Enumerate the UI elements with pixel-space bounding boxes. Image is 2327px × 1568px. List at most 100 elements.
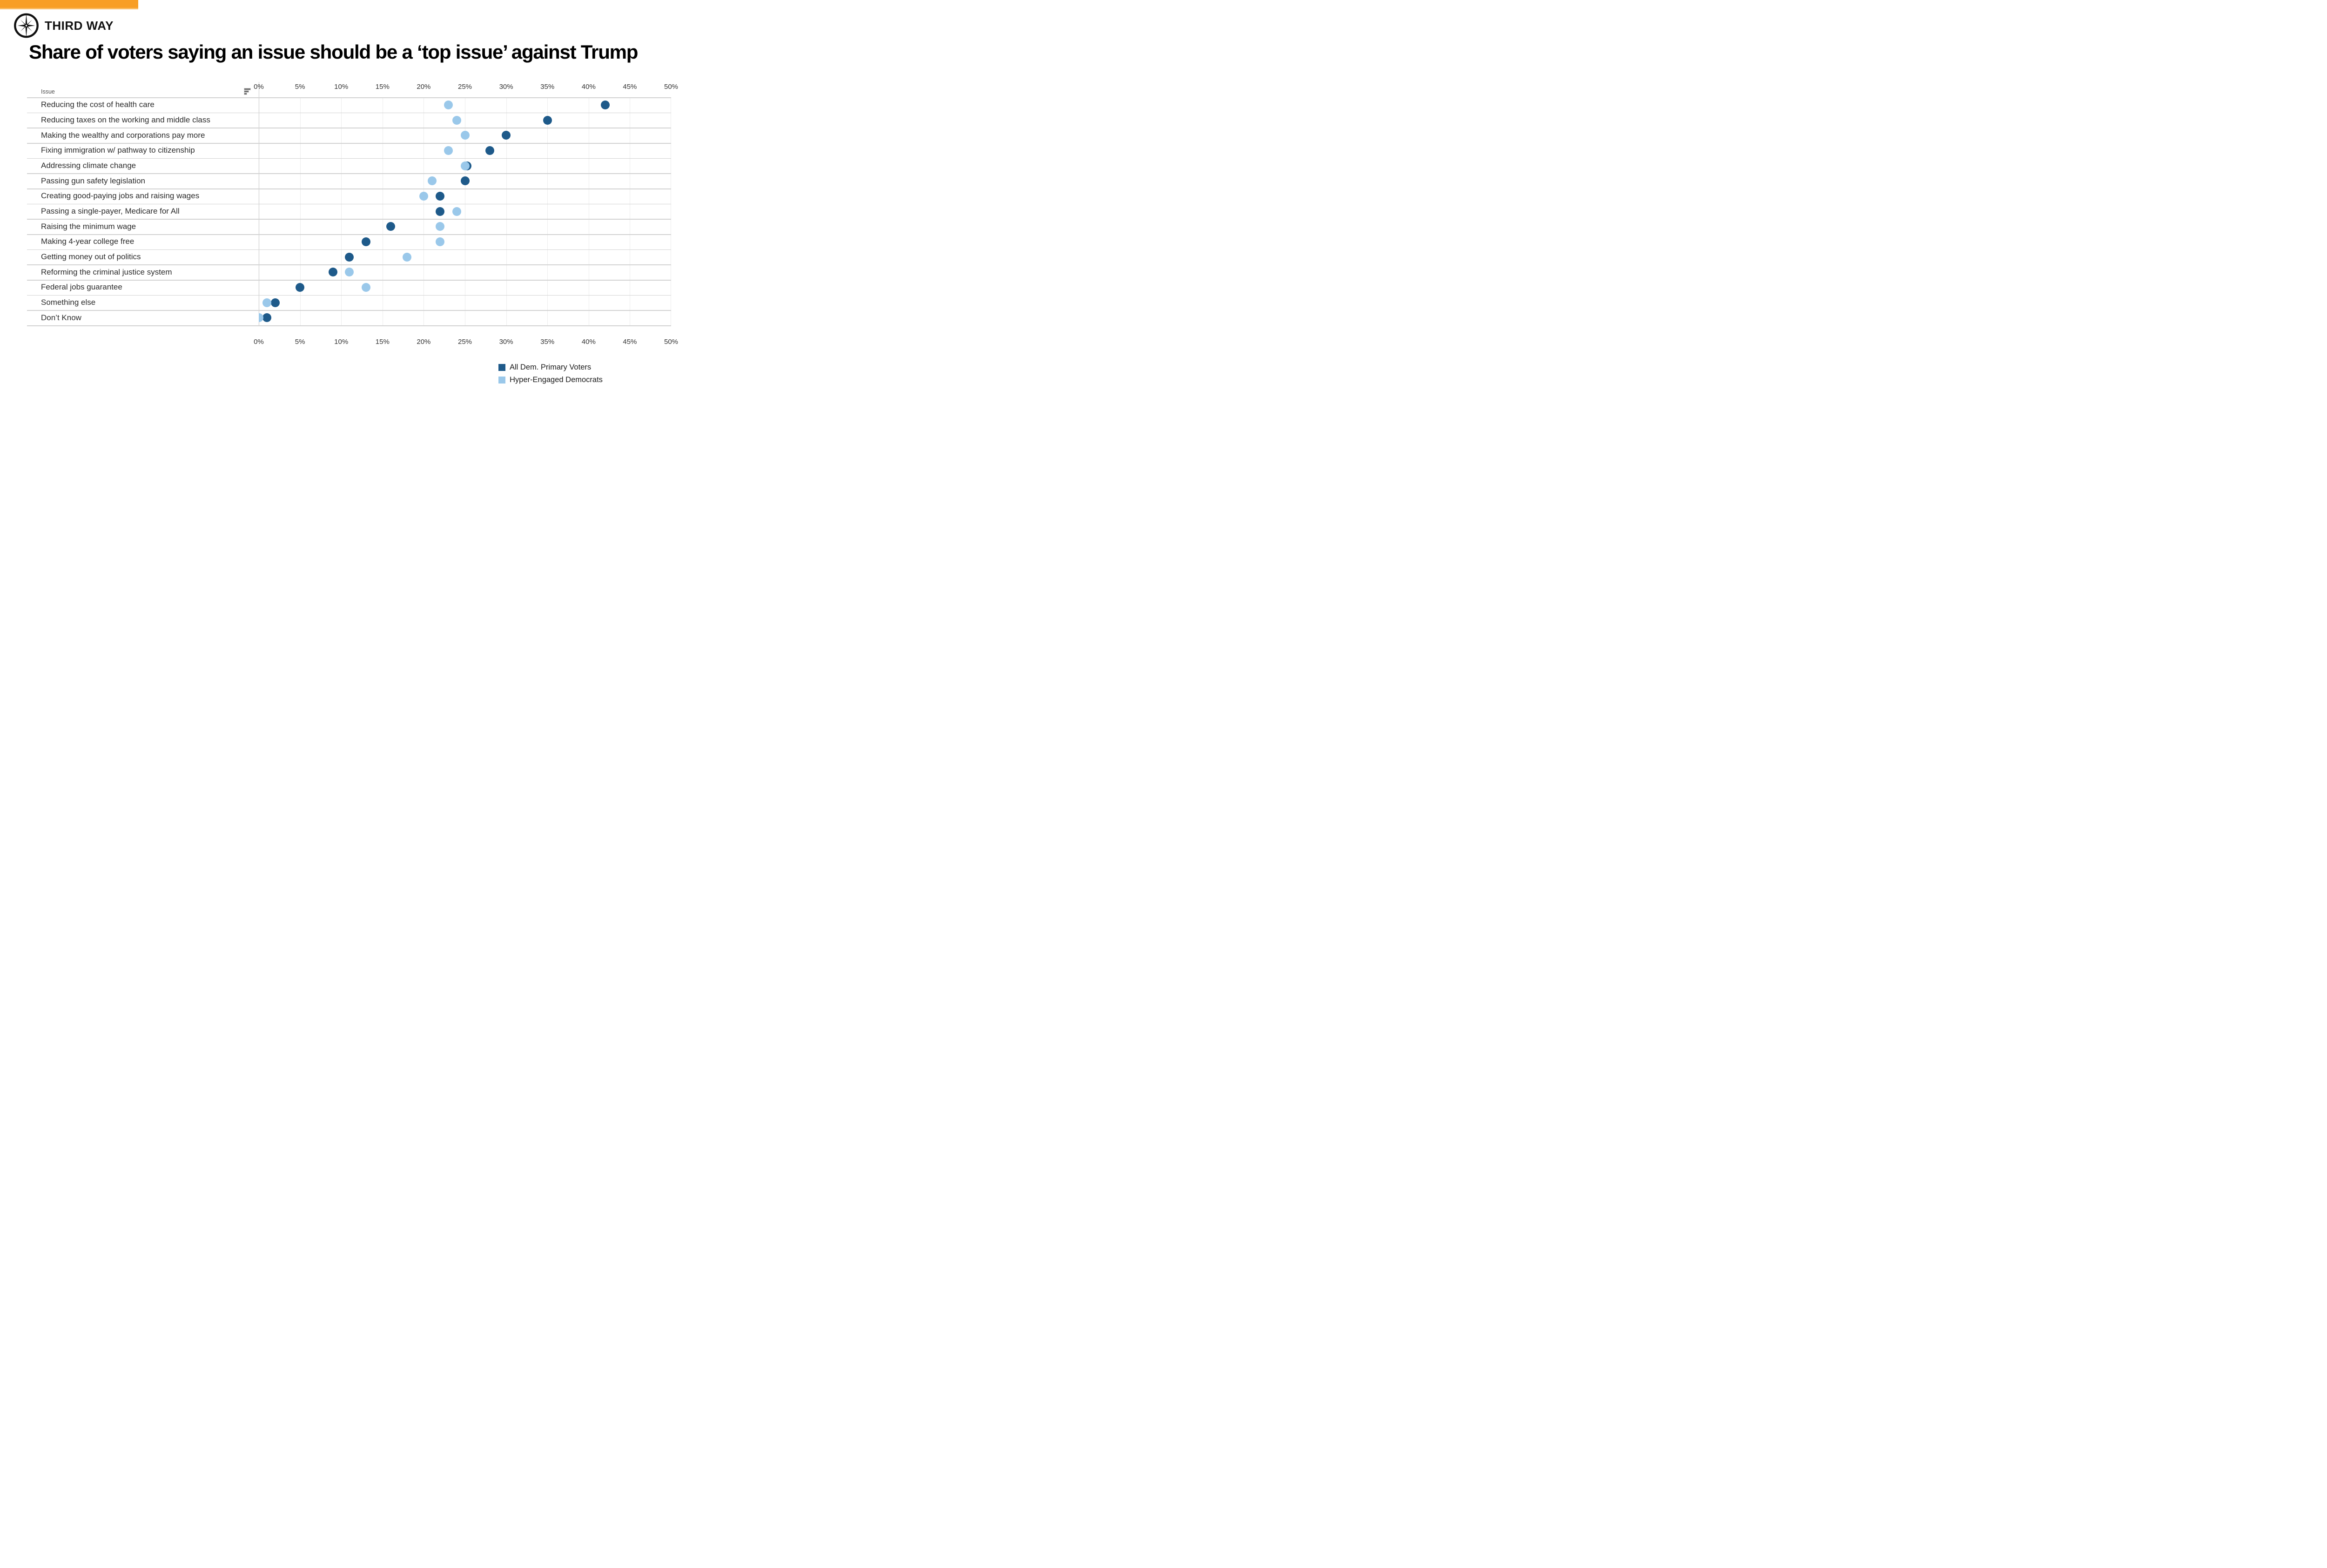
axis-tick-bottom: 25%	[457, 338, 472, 346]
axis-tick-bottom: 50%	[664, 338, 679, 346]
dot-all-dem[interactable]	[460, 176, 470, 186]
issue-label: Making 4-year college free	[41, 237, 135, 246]
row-separator	[27, 280, 671, 281]
axis-tick-bottom: 20%	[417, 338, 431, 346]
row-separator	[27, 234, 671, 235]
issue-label: Addressing climate change	[41, 161, 136, 170]
issue-label: Getting money out of politics	[41, 252, 141, 261]
brand-accent-bar-strip	[0, 8, 138, 9]
legend-item[interactable]: All Dem. Primary Voters	[498, 363, 603, 372]
dashboard: THIRD WAY Share of voters saying an issu…	[0, 0, 698, 392]
dot-hyper-engaged[interactable]	[444, 100, 453, 109]
issue-label: Reforming the criminal justice system	[41, 267, 172, 276]
dot-hyper-engaged[interactable]	[427, 176, 437, 186]
dot-hyper-engaged[interactable]	[361, 283, 370, 292]
compass-logo-icon	[13, 13, 39, 39]
axis-tick-bottom: 45%	[623, 338, 637, 346]
legend-swatch	[498, 377, 505, 384]
dot-hyper-engaged[interactable]	[345, 268, 354, 277]
gridline	[341, 97, 342, 325]
dot-all-dem[interactable]	[543, 115, 552, 125]
dot-hyper-engaged[interactable]	[262, 298, 272, 307]
header-underline	[27, 97, 671, 98]
axis-tick-bottom: 5%	[295, 338, 305, 346]
row-separator	[27, 203, 671, 205]
dot-all-dem[interactable]	[436, 191, 445, 201]
gridline	[300, 97, 301, 325]
row-separator	[27, 173, 671, 174]
axis-tick-top: 20%	[417, 83, 431, 91]
dot-all-dem[interactable]	[262, 313, 272, 323]
row-separator	[27, 310, 671, 311]
axis-tick-top: 45%	[623, 83, 637, 91]
legend-label: All Dem. Primary Voters	[510, 363, 592, 371]
dot-all-dem[interactable]	[361, 237, 370, 246]
sort-descending-icon[interactable]	[244, 88, 251, 95]
axis-tick-top: 5%	[295, 83, 305, 91]
row-separator	[27, 325, 671, 326]
brand-accent-bar	[0, 0, 138, 8]
issue-label: Don’t Know	[41, 313, 81, 322]
row-separator	[27, 295, 671, 296]
axis-tick-bottom: 0%	[254, 338, 264, 346]
row-separator	[27, 143, 671, 144]
axis-tick-top: 15%	[375, 83, 390, 91]
dot-hyper-engaged[interactable]	[419, 191, 428, 201]
legend: All Dem. Primary Voters Hyper-Engaged Dem…	[498, 363, 603, 388]
issue-label: Reducing taxes on the working and middle…	[41, 115, 210, 124]
issue-label: Federal jobs guarantee	[41, 283, 122, 292]
dot-all-dem[interactable]	[270, 298, 280, 307]
issue-column-header: Issue	[41, 88, 55, 95]
issue-label: Fixing immigration w/ pathway to citizen…	[41, 146, 195, 155]
dot-hyper-engaged[interactable]	[436, 222, 445, 231]
row-separator	[27, 249, 671, 250]
row-separator	[27, 112, 671, 114]
dot-all-dem[interactable]	[386, 222, 396, 231]
issue-label: Making the wealthy and corporations pay …	[41, 130, 205, 140]
axis-tick-top: 50%	[664, 83, 679, 91]
dot-all-dem[interactable]	[485, 146, 494, 155]
issue-label: Passing gun safety legislation	[41, 176, 145, 185]
issue-label: Something else	[41, 298, 96, 307]
issue-label: Raising the minimum wage	[41, 222, 136, 231]
axis-tick-bottom: 40%	[581, 338, 596, 346]
axis-tick-bottom: 15%	[375, 338, 390, 346]
brand-logo-text: THIRD WAY	[45, 19, 114, 33]
legend-item[interactable]: Hyper-Engaged Democrats	[498, 376, 603, 384]
axis-tick-top: 0%	[254, 83, 264, 91]
axis-tick-top: 40%	[581, 83, 596, 91]
dot-all-dem[interactable]	[436, 207, 445, 216]
issue-label: Passing a single-payer, Medicare for All	[41, 207, 180, 215]
dot-all-dem[interactable]	[296, 283, 305, 292]
plot-area	[259, 97, 671, 325]
row-separator	[27, 188, 671, 189]
dot-hyper-engaged[interactable]	[259, 313, 263, 323]
dot-hyper-engaged[interactable]	[452, 207, 461, 216]
dot-hyper-engaged[interactable]	[444, 146, 453, 155]
row-separator	[27, 158, 671, 159]
gridline	[506, 97, 507, 325]
dot-hyper-engaged[interactable]	[460, 131, 470, 140]
axis-tick-bottom: 30%	[499, 338, 513, 346]
row-separator	[27, 264, 671, 265]
dot-hyper-engaged[interactable]	[403, 252, 412, 262]
axis-tick-top: 25%	[457, 83, 472, 91]
dot-all-dem[interactable]	[328, 268, 337, 277]
dot-hyper-engaged[interactable]	[460, 161, 470, 170]
dot-hyper-engaged[interactable]	[452, 115, 461, 125]
axis-tick-bottom: 35%	[540, 338, 555, 346]
page-title: Share of voters saying an issue should b…	[29, 41, 638, 63]
gridline	[547, 97, 548, 325]
axis-tick-top: 35%	[540, 83, 555, 91]
issue-label: Creating good-paying jobs and raising wa…	[41, 191, 200, 201]
dot-all-dem[interactable]	[600, 100, 610, 109]
legend-swatch	[498, 364, 505, 371]
axis-tick-top: 30%	[499, 83, 513, 91]
issue-label: Reducing the cost of health care	[41, 100, 155, 109]
dot-all-dem[interactable]	[345, 252, 354, 262]
legend-label: Hyper-Engaged Democrats	[510, 376, 603, 384]
dot-all-dem[interactable]	[502, 131, 511, 140]
axis-tick-bottom: 10%	[334, 338, 349, 346]
row-separator	[27, 219, 671, 220]
dot-hyper-engaged[interactable]	[436, 237, 445, 246]
